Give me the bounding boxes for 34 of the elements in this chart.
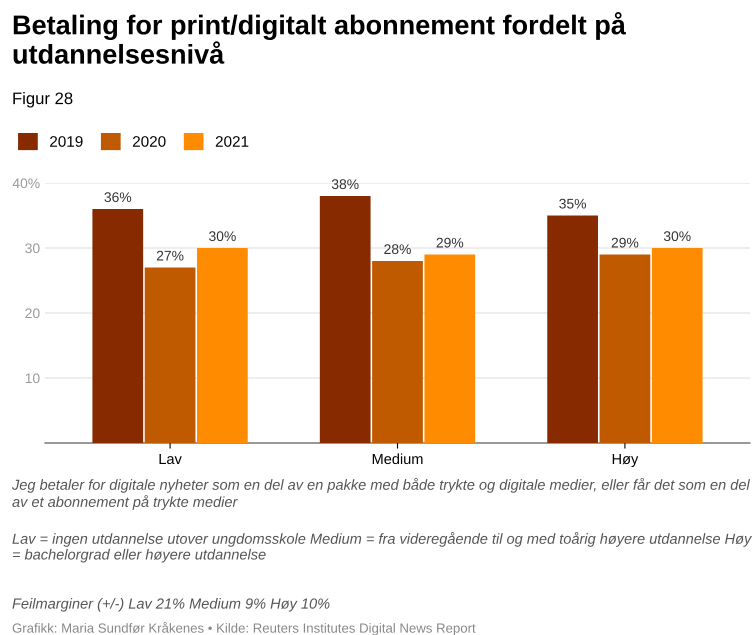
bar [197,248,248,443]
data-label: 36% [104,192,132,202]
y-tick-label: 40% [12,178,40,188]
data-label: 35% [559,198,586,209]
x-tick-label: Høy [612,454,638,468]
text: Jeg betaler for digitale nyheter som en del av en pakke med både trykte og digitale medier, eller får det som en del av et abonnement på trykte medier [12,478,750,510]
bar [424,254,476,443]
data-label: 38% [332,179,359,190]
text: Lav = ingen utdannelse utover ungdomsskole Medium = fra videregående til og med toårig høyere utdannelse Høy = bachelorgrad eller høyere utdannelse [12,532,752,562]
legend-label: 2021 [216,136,248,147]
data-label: 30% [209,231,236,242]
bar [372,261,423,443]
y-tick-label: 10 [26,373,40,384]
data-label: 30% [664,231,691,242]
bar [320,196,371,443]
chart-subtitle: Figur 28 [13,92,72,108]
bar [600,254,650,443]
data-label: 29% [612,238,638,248]
legend-label: 2020 [132,136,166,147]
data-label: 27% [156,250,184,261]
x-tick-label: Lav [160,454,182,464]
y-tick-label: 20 [25,308,40,318]
x-tick-label: Medium [372,453,422,464]
bar [652,248,703,443]
legend-label: 2019 [50,136,83,147]
text: Feilmarginer (+/-) Lav 21% Medium 9% Høy 10% [12,598,330,612]
data-label: 29% [436,238,464,248]
bar [547,216,598,443]
y-tick-label: 30 [25,243,40,254]
bar [92,209,144,443]
text: Grafikk: Maria Sundfør Kråkenes • Kilde: Reuters Institutes Digital News Report [12,622,476,635]
data-label: 28% [384,244,411,254]
bar [144,268,196,443]
chart-title: Betaling for print/digitalt abonnement fordelt på utdannelsesnivå [14,12,626,64]
